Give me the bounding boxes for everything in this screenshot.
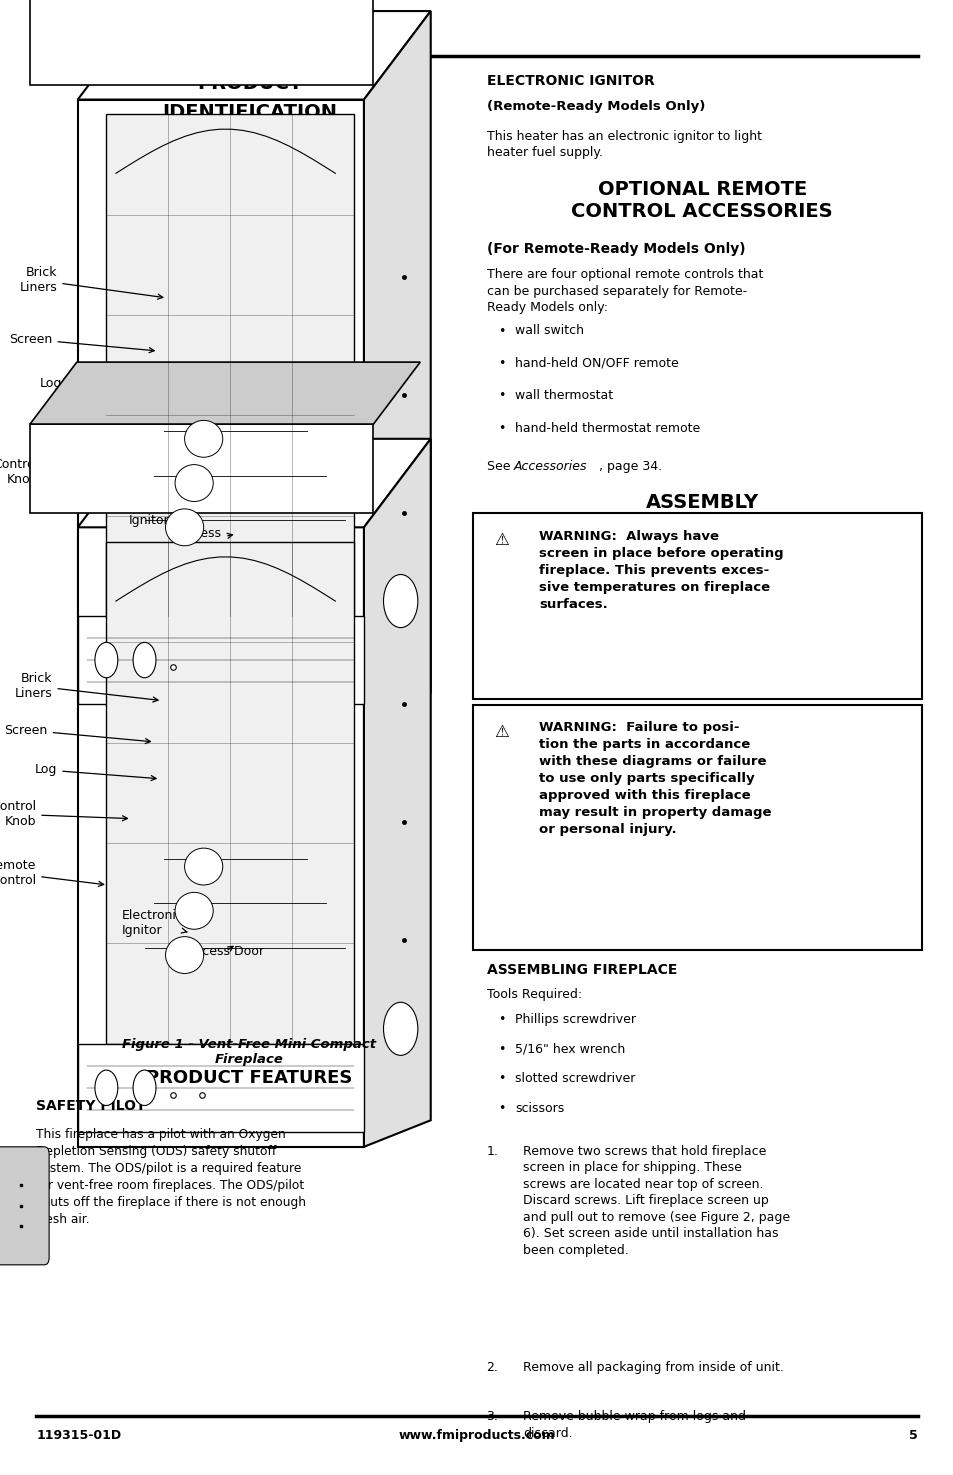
- Text: www.fmiproducts.com: www.fmiproducts.com: [398, 1429, 555, 1441]
- Text: •: •: [497, 357, 505, 370]
- Text: ⚠: ⚠: [494, 723, 509, 740]
- Text: ELECTRONIC IGNITOR: ELECTRONIC IGNITOR: [486, 74, 654, 87]
- Text: 2.: 2.: [486, 1361, 497, 1375]
- Text: (For Remote-Ready Models Only): (For Remote-Ready Models Only): [486, 242, 744, 255]
- Text: hand-held thermostat remote: hand-held thermostat remote: [515, 422, 700, 435]
- Text: Log: Log: [35, 764, 156, 780]
- Ellipse shape: [166, 509, 204, 546]
- Text: OPTIONAL REMOTE
CONTROL ACCESSORIES: OPTIONAL REMOTE CONTROL ACCESSORIES: [571, 180, 832, 221]
- Text: Control
Knob: Control Knob: [0, 459, 130, 485]
- Text: slotted screwdriver: slotted screwdriver: [515, 1072, 635, 1086]
- Ellipse shape: [185, 420, 222, 457]
- Text: Remove bubble wrap from logs and
discard.: Remove bubble wrap from logs and discard…: [522, 1410, 745, 1440]
- Text: See: See: [486, 460, 514, 473]
- Polygon shape: [78, 438, 431, 527]
- Text: 1.: 1.: [486, 1145, 497, 1158]
- Text: Log: Log: [40, 378, 163, 392]
- Ellipse shape: [185, 848, 222, 885]
- Circle shape: [383, 1003, 417, 1056]
- Text: Remove two screws that hold fireplace
screen in place for shipping. These
screws: Remove two screws that hold fireplace sc…: [522, 1145, 789, 1257]
- Text: Access
Door: Access Door: [179, 528, 233, 555]
- Text: There are four optional remote controls that
can be purchased separately for Rem: There are four optional remote controls …: [486, 268, 762, 314]
- Text: 5: 5: [908, 1429, 917, 1441]
- Text: , page 34.: , page 34.: [598, 460, 661, 473]
- Text: Piezo
Ignitor: Piezo Ignitor: [129, 500, 187, 527]
- Text: •: •: [497, 324, 505, 338]
- Text: Phillips screwdriver: Phillips screwdriver: [515, 1013, 636, 1027]
- Polygon shape: [107, 115, 355, 617]
- Text: wall switch: wall switch: [515, 324, 583, 338]
- Text: (Remote-Ready Models Only): (Remote-Ready Models Only): [486, 100, 704, 114]
- Text: SAFETY PILOT: SAFETY PILOT: [36, 1099, 146, 1112]
- Polygon shape: [364, 10, 431, 720]
- Text: Figure 1 - Vent-Free Mini Compact
Fireplace: Figure 1 - Vent-Free Mini Compact Firepl…: [122, 1038, 376, 1066]
- Polygon shape: [78, 100, 364, 720]
- Text: Brick
Liners: Brick Liners: [14, 673, 158, 702]
- Text: WARNING:  Always have
screen in place before operating
fireplace. This prevents : WARNING: Always have screen in place bef…: [538, 530, 782, 611]
- Text: ASSEMBLING FIREPLACE: ASSEMBLING FIREPLACE: [486, 963, 677, 976]
- Ellipse shape: [166, 937, 204, 974]
- Circle shape: [95, 642, 118, 678]
- Text: PRODUCT FEATURES: PRODUCT FEATURES: [146, 1069, 353, 1087]
- Ellipse shape: [174, 465, 213, 502]
- Text: ⚠: ⚠: [494, 531, 509, 549]
- Text: Access Door: Access Door: [187, 945, 264, 957]
- Circle shape: [95, 1071, 118, 1106]
- Text: Brick
Liners: Brick Liners: [19, 267, 163, 299]
- FancyBboxPatch shape: [0, 1148, 50, 1266]
- Circle shape: [133, 642, 156, 678]
- Text: Screen: Screen: [10, 333, 154, 353]
- Text: Remove all packaging from inside of unit.: Remove all packaging from inside of unit…: [522, 1361, 782, 1375]
- FancyBboxPatch shape: [473, 705, 921, 950]
- Text: IDENTIFICATION: IDENTIFICATION: [162, 103, 336, 122]
- Polygon shape: [30, 0, 374, 86]
- FancyBboxPatch shape: [473, 513, 921, 699]
- Text: •: •: [497, 422, 505, 435]
- Text: •: •: [497, 389, 505, 403]
- Text: This heater has an electronic ignitor to light
heater fuel supply.: This heater has an electronic ignitor to…: [486, 130, 760, 159]
- Text: Remote
Control: Remote Control: [0, 860, 104, 886]
- Text: Control
Knob: Control Knob: [0, 801, 128, 827]
- Circle shape: [133, 1071, 156, 1106]
- Text: PRODUCT: PRODUCT: [196, 74, 302, 93]
- Text: Accessories: Accessories: [513, 460, 586, 473]
- Text: ASSEMBLY: ASSEMBLY: [645, 493, 758, 512]
- Text: 119315-01D: 119315-01D: [36, 1429, 121, 1441]
- Polygon shape: [364, 438, 431, 1148]
- Polygon shape: [78, 527, 364, 1148]
- Polygon shape: [78, 10, 431, 100]
- Polygon shape: [30, 423, 374, 512]
- Text: •: •: [497, 1013, 505, 1027]
- Polygon shape: [107, 541, 355, 1044]
- Text: •: •: [497, 1072, 505, 1086]
- Text: wall thermostat: wall thermostat: [515, 389, 613, 403]
- Polygon shape: [30, 361, 420, 423]
- Circle shape: [383, 575, 417, 628]
- Ellipse shape: [174, 892, 213, 929]
- Polygon shape: [78, 617, 364, 704]
- Text: •: •: [497, 1043, 505, 1056]
- Text: WARNING:  Failure to posi-
tion the parts in accordance
with these diagrams or f: WARNING: Failure to posi- tion the parts…: [538, 721, 771, 836]
- Text: •: •: [497, 1102, 505, 1115]
- Text: This fireplace has a pilot with an Oxygen
Depletion Sensing (ODS) safety shutoff: This fireplace has a pilot with an Oxyge…: [36, 1128, 306, 1226]
- Text: 5/16" hex wrench: 5/16" hex wrench: [515, 1043, 625, 1056]
- Text: Electronic
Ignitor: Electronic Ignitor: [122, 910, 187, 937]
- Text: 3.: 3.: [486, 1410, 497, 1423]
- Text: Screen: Screen: [5, 724, 151, 743]
- Polygon shape: [78, 1044, 364, 1133]
- Text: Tools Required:: Tools Required:: [486, 988, 581, 1002]
- Text: scissors: scissors: [515, 1102, 564, 1115]
- Text: hand-held ON/OFF remote: hand-held ON/OFF remote: [515, 357, 679, 370]
